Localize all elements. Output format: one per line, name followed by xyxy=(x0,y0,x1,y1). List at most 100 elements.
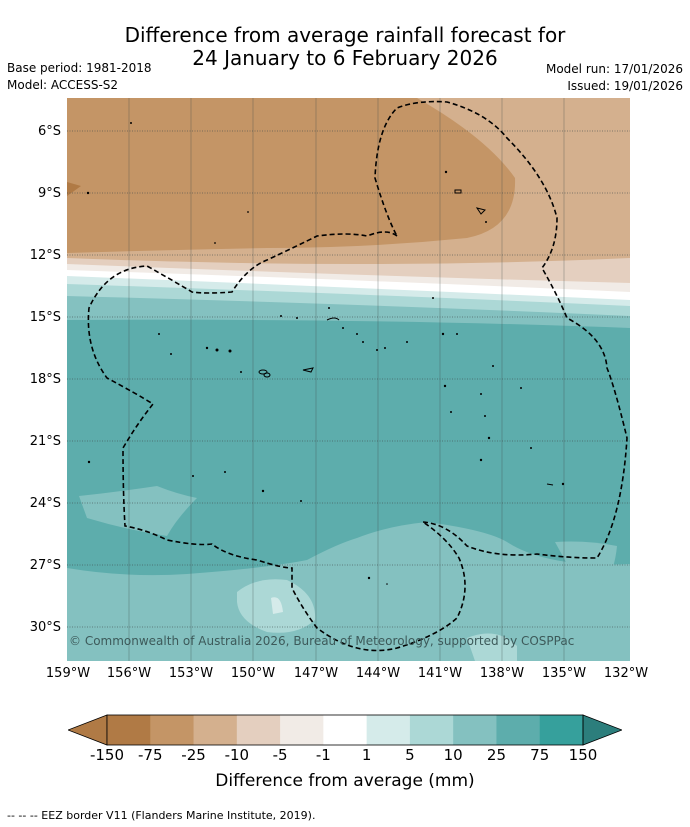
island-dot xyxy=(479,458,483,462)
island-marquesas-2 xyxy=(475,207,486,215)
island-tuamotu-2 xyxy=(326,317,340,321)
island-dot xyxy=(158,333,160,335)
band-minus-75-150 xyxy=(67,182,81,196)
island-dot xyxy=(480,393,482,395)
island-dot xyxy=(367,576,371,580)
lat-label-9s: 9°S xyxy=(37,186,61,201)
island-dot xyxy=(441,332,445,336)
title-line-1: Difference from average rainfall forecas… xyxy=(124,23,566,47)
colorbar-tick-label: 25 xyxy=(486,746,506,764)
colorbar-tick-label: -1 xyxy=(315,746,331,764)
lon-label-153w: 153°W xyxy=(168,666,214,681)
colorbar-segment xyxy=(453,715,497,745)
island-dot xyxy=(86,191,90,195)
eez-french-polynesia xyxy=(374,100,628,559)
colorbar-segment xyxy=(193,715,238,745)
island-dot xyxy=(443,384,447,388)
island-dot xyxy=(456,333,458,335)
band-10-25-east xyxy=(555,541,617,586)
island-society xyxy=(258,369,268,375)
island-dot xyxy=(484,415,486,417)
colorbar-segment xyxy=(280,715,324,745)
band-10-25-south xyxy=(67,522,630,661)
island-dot xyxy=(261,489,265,493)
island-gambier xyxy=(546,483,554,486)
island-dot xyxy=(485,221,487,223)
lon-label-159w: 159°W xyxy=(45,666,91,681)
island-dot xyxy=(215,348,219,352)
colorbar-extend-low xyxy=(68,714,108,746)
colorbar-outline xyxy=(106,714,584,746)
colorbar-segment xyxy=(150,715,195,745)
lat-label-18s: 18°S xyxy=(29,372,61,387)
base-period: Base period: 1981-2018 xyxy=(7,61,152,75)
island-dot xyxy=(240,371,242,373)
island-dot xyxy=(520,387,522,389)
island-dot xyxy=(432,297,434,299)
island-tuamotu xyxy=(302,367,314,373)
island-dot xyxy=(384,347,386,349)
eez-borders xyxy=(87,100,628,652)
colorbar-tick-label: 10 xyxy=(443,746,463,764)
island-dot xyxy=(296,317,298,319)
island-dots xyxy=(86,122,565,585)
island-dot xyxy=(362,341,364,343)
band-10-25-southwest xyxy=(79,486,197,536)
island-dot xyxy=(224,471,226,473)
lat-label-27s: 27°S xyxy=(29,558,61,573)
colorbar-tick-label: -150 xyxy=(89,746,125,764)
island-dot xyxy=(444,170,448,174)
copyright-notice: © Commonwealth of Australia 2026, Bureau… xyxy=(69,634,575,648)
lon-label-150w: 150°W xyxy=(230,666,276,681)
island-dot xyxy=(280,315,282,317)
colorbar-tick-label: 5 xyxy=(405,746,415,764)
colorbar-tick-label: -25 xyxy=(181,746,206,764)
island-dot xyxy=(356,333,358,335)
lon-label-132w: 132°W xyxy=(603,666,649,681)
lat-label-15s: 15°S xyxy=(29,310,61,325)
colorbar-segment xyxy=(107,715,151,745)
map-title: Difference from average rainfall forecas… xyxy=(0,24,690,70)
island-dot xyxy=(386,583,388,585)
colorbar-segment xyxy=(539,715,584,745)
colorbar-tick-label: -10 xyxy=(224,746,250,764)
lat-label-12s: 12°S xyxy=(29,248,61,263)
lat-label-6s: 6°S xyxy=(37,124,61,139)
island-dot xyxy=(492,365,494,367)
band-5-10-southeast xyxy=(467,633,517,661)
island-dot xyxy=(487,436,491,440)
island-dot xyxy=(192,475,194,477)
island-dot xyxy=(328,307,330,309)
island-dot xyxy=(87,460,91,464)
colorbar-tick-label: 150 xyxy=(568,746,598,764)
colorbar-tick-label: -5 xyxy=(272,746,288,764)
graticule-lon xyxy=(128,98,565,661)
colorbar-tick-label: 75 xyxy=(530,746,550,764)
island-dot xyxy=(205,346,209,350)
lon-label-144w: 144°W xyxy=(355,666,401,681)
island-dot xyxy=(406,341,408,343)
island-dot xyxy=(247,211,249,213)
title-line-2: 24 January to 6 February 2026 xyxy=(192,46,498,70)
band-1-5-south xyxy=(271,597,283,614)
eez-cook-islands-south xyxy=(87,231,466,652)
island-marquesas xyxy=(454,189,462,194)
lat-label-30s: 30°S xyxy=(29,620,61,635)
lon-label-138w: 138°W xyxy=(479,666,525,681)
band-minus-25-75 xyxy=(67,98,516,253)
island-dot xyxy=(450,411,452,413)
island-society-2 xyxy=(263,372,271,378)
colorbar-title: Difference from average (mm) xyxy=(215,771,475,791)
island-dot xyxy=(342,327,344,329)
lon-label-141w: 141°W xyxy=(417,666,463,681)
island-dot xyxy=(228,349,232,353)
island-dot xyxy=(300,500,302,502)
island-dot xyxy=(376,349,378,351)
colorbar-segment xyxy=(323,715,368,745)
colorbar xyxy=(68,714,622,746)
island-dot xyxy=(214,242,216,244)
model-run: Model run: 17/01/2026 xyxy=(545,62,683,76)
colorbar-tick-label: -75 xyxy=(138,746,163,764)
lat-label-24s: 24°S xyxy=(29,496,61,511)
colorbar-segment xyxy=(366,715,411,745)
